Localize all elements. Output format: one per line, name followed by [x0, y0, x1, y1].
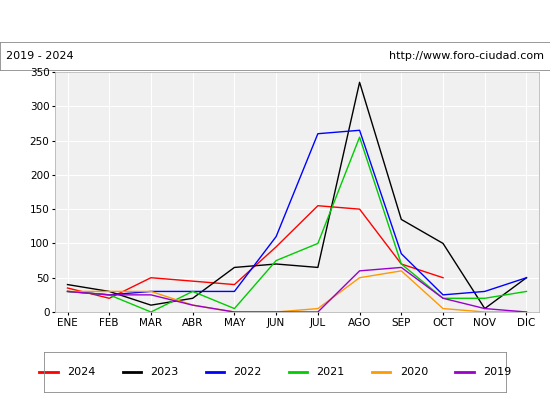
- Text: 2020: 2020: [400, 367, 428, 377]
- Text: 2022: 2022: [233, 367, 262, 377]
- Text: 2019 - 2024: 2019 - 2024: [6, 51, 73, 61]
- Text: 2024: 2024: [67, 367, 96, 377]
- Text: Evolucion Nº Turistas Extranjeros en el municipio de San Justo: Evolucion Nº Turistas Extranjeros en el …: [60, 14, 490, 28]
- Text: 2023: 2023: [150, 367, 179, 377]
- Text: 2019: 2019: [483, 367, 511, 377]
- Text: 2021: 2021: [317, 367, 345, 377]
- Text: http://www.foro-ciudad.com: http://www.foro-ciudad.com: [389, 51, 544, 61]
